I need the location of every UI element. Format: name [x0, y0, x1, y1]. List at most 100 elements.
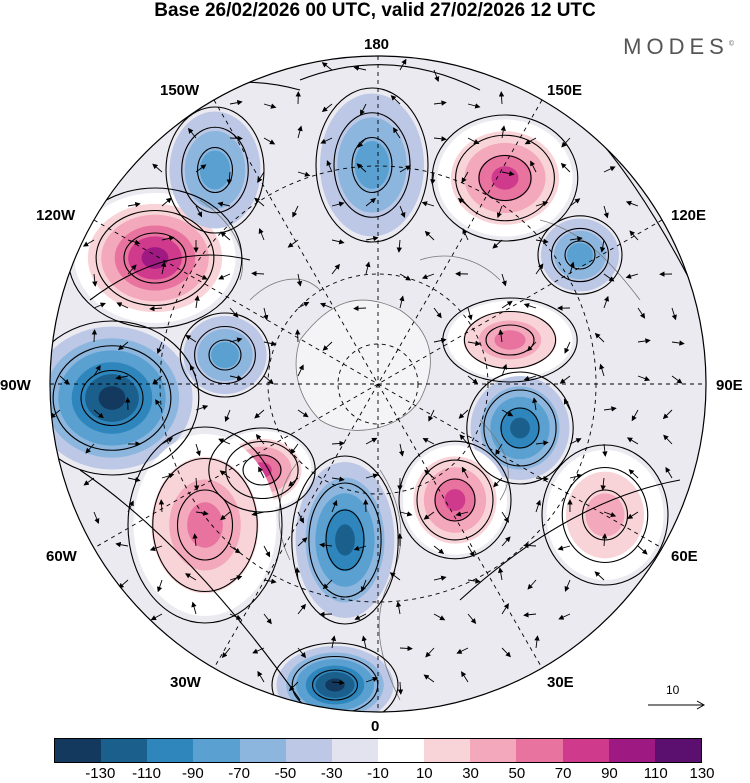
wind-arrow	[353, 65, 367, 71]
wind-arrow	[462, 228, 469, 241]
colorbar-cell	[424, 739, 471, 762]
wind-arrow	[500, 125, 506, 139]
wind-arrow	[258, 228, 265, 241]
lon-label-30e: 30E	[547, 674, 574, 691]
wind-arrow	[501, 170, 515, 177]
wind-arrow	[501, 647, 511, 658]
wind-arrow	[433, 100, 447, 106]
wind-arrow	[422, 438, 435, 445]
wind-arrow	[467, 375, 479, 384]
wind-arrow	[161, 473, 175, 479]
colorbar-cell	[562, 739, 609, 762]
wind-arrow	[361, 635, 367, 649]
wind-arrow	[637, 375, 651, 382]
colorbar-cell	[147, 739, 194, 762]
wind-arrow	[501, 536, 511, 547]
anomaly-low-150w	[199, 150, 231, 190]
wind-arrow	[423, 511, 435, 520]
wind-arrow	[626, 437, 639, 445]
wind-arrow	[195, 443, 201, 457]
wind-arrow	[637, 307, 646, 319]
wind-arrow	[399, 205, 406, 218]
wind-arrow	[257, 171, 265, 183]
colorbar-tick: 30	[462, 765, 479, 782]
lon-label-90w: 90W	[0, 377, 31, 394]
streamline	[196, 146, 234, 194]
wind-arrow	[467, 545, 475, 558]
streamline	[242, 454, 282, 486]
wind-arrow	[459, 434, 469, 445]
wind-arrow	[251, 511, 265, 517]
streamline	[291, 455, 399, 625]
colorbar-tick: 50	[508, 765, 526, 782]
colorbar-cell	[193, 739, 240, 762]
colorbar-cell	[285, 739, 332, 762]
colorbar-cell	[377, 739, 425, 762]
wind-arrow	[297, 537, 308, 547]
wind-arrow	[603, 166, 616, 173]
wind-arrow	[287, 239, 299, 248]
wind-arrow	[498, 91, 505, 105]
wind-arrow	[330, 635, 337, 649]
wind-arrow	[629, 230, 639, 241]
wind-arrow	[93, 302, 106, 309]
wind-arrow	[360, 103, 367, 116]
anomaly-high-120w	[141, 247, 169, 269]
wind-arrow	[467, 340, 481, 346]
wind-arrow	[195, 164, 207, 173]
wind-arrow	[149, 305, 163, 312]
wind-arrow	[294, 329, 301, 343]
wind-arrow	[150, 613, 163, 621]
wind-arrow	[601, 533, 608, 547]
wind-arrow	[535, 475, 549, 482]
wind-arrow	[229, 545, 241, 554]
wind-arrow	[532, 397, 538, 411]
wind-arrow	[254, 197, 265, 207]
wind-arrow	[161, 235, 175, 241]
wind-arrow	[127, 264, 137, 275]
wind-arrow	[390, 95, 401, 105]
wind-arrow	[195, 404, 209, 411]
wind-arrow	[297, 125, 303, 139]
wind-arrow	[320, 137, 333, 144]
colorbar	[54, 738, 702, 763]
wind-arrow	[331, 440, 345, 447]
anomaly-high-110e	[494, 330, 526, 350]
wind-arrow	[157, 579, 163, 593]
wind-arrow	[191, 601, 197, 615]
colorbar-tick: -10	[367, 765, 389, 782]
wind-arrow	[189, 364, 197, 377]
wind-arrow	[353, 545, 367, 551]
wind-arrow	[523, 303, 537, 309]
wind-arrow	[115, 541, 129, 548]
wind-arrow	[156, 341, 163, 355]
streamlines	[50, 64, 701, 712]
wind-arrow	[263, 340, 277, 347]
colorbar-cell	[608, 739, 655, 762]
lon-label-60e: 60E	[671, 548, 698, 565]
wind-arrow	[461, 671, 469, 683]
colorbar-cell	[101, 739, 148, 762]
wind-arrow	[628, 469, 639, 479]
wind-arrow	[322, 579, 333, 590]
wind-arrow	[625, 200, 639, 207]
wind-arrow	[399, 295, 405, 309]
wind-arrow	[356, 163, 367, 173]
wind-arrow	[535, 499, 541, 513]
colorbar-tick: -110	[132, 765, 162, 782]
streamline	[500, 407, 540, 449]
wind-arrow	[603, 406, 617, 412]
wind-arrow	[524, 137, 537, 145]
wind-arrow	[292, 205, 299, 218]
wind-arrow	[498, 567, 504, 581]
anomaly-high-45w	[187, 502, 223, 548]
wind-arrow	[594, 332, 605, 343]
reference-vector-label: 10	[666, 683, 680, 697]
wind-arrow	[185, 334, 197, 343]
wind-arrow	[319, 542, 333, 548]
streamline	[194, 325, 256, 385]
wind-arrow	[229, 575, 243, 581]
wind-arrow	[82, 239, 95, 247]
streamline	[333, 112, 411, 218]
wind-arrow	[433, 69, 440, 83]
